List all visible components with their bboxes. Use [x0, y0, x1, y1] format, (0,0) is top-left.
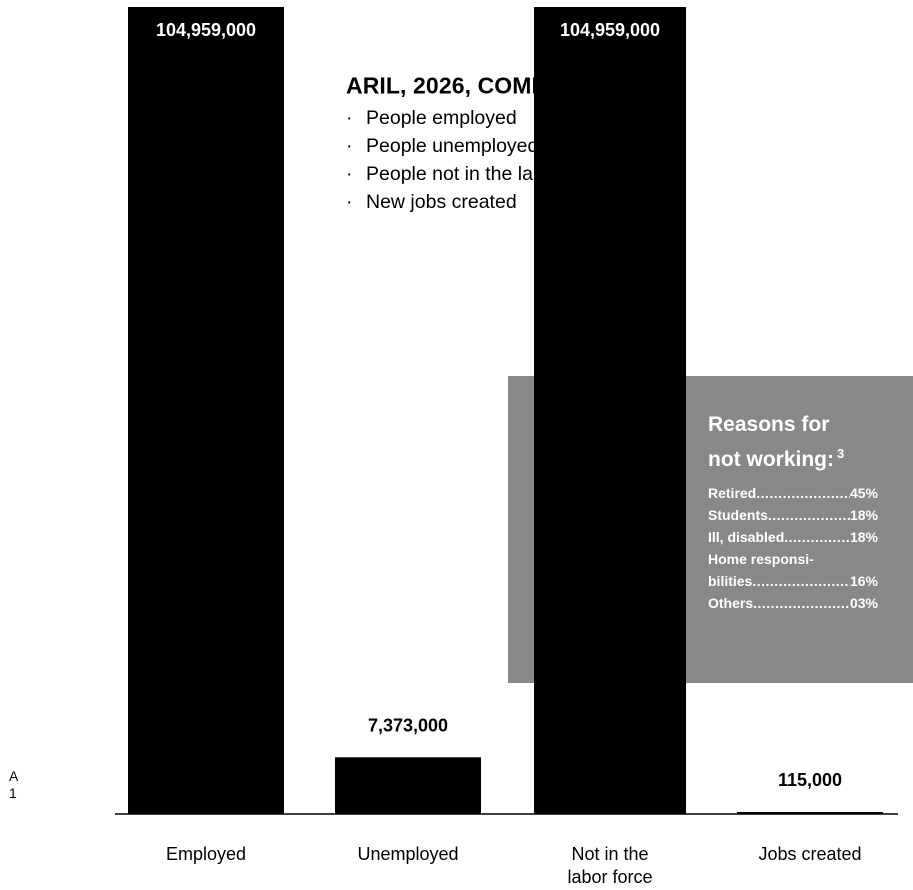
category-label-2: Not in the labor force — [567, 844, 652, 887]
leader-dots — [768, 504, 850, 526]
reason-value: 18% — [849, 507, 878, 523]
reason-value: 16% — [849, 573, 878, 589]
comparisons-item: · New jobs created — [346, 188, 766, 216]
reasons-title-line2: not working: — [708, 448, 834, 471]
reason-label: Home responsi- — [708, 551, 814, 567]
leader-dots — [784, 526, 850, 548]
footnote-letter: A — [9, 768, 19, 784]
reason-label: Retired — [708, 485, 757, 501]
category-label-0: Employed — [166, 844, 246, 864]
comparisons-item-text: People not in the labor force — [366, 162, 610, 185]
comparisons-item-text: New jobs created — [366, 190, 517, 213]
comparisons-item: · People not in the labor force — [346, 160, 766, 188]
comparisons-list: · People employed · People unemployed · Peo… — [346, 104, 766, 216]
bars-group — [128, 7, 883, 814]
reasons-footnote-marker: 3 — [836, 446, 845, 461]
footnote-mark: A 1 — [9, 768, 18, 802]
reason-row-students: Students 18% — [708, 504, 878, 526]
bar-3 — [737, 812, 883, 814]
bar-value-label-3: 115,000 — [778, 770, 842, 790]
leader-dots — [752, 570, 850, 592]
reason-label: Ill, disabled — [708, 529, 785, 545]
reason-row-home-line1: Home responsi- — [708, 548, 878, 570]
reason-value: 03% — [849, 595, 878, 611]
reason-label: bilities — [708, 573, 753, 589]
reason-row-others: Others 03% — [708, 592, 878, 614]
bullet-icon: · — [346, 162, 353, 185]
leader-dots — [756, 482, 850, 504]
comparisons-item-text: People unemployed — [366, 134, 539, 157]
bar-0 — [128, 7, 284, 814]
bar-value-label-2: 104,959,000 — [560, 20, 660, 40]
comparisons-title-text: ARIL, 2026, COMPARISONS — [346, 72, 651, 99]
bullet-icon: · — [346, 190, 353, 213]
bar-value-label-0: 104,959,000 — [156, 20, 256, 40]
reasons-panel: Reasons for not working:3 Retired 45% Stu… — [708, 410, 878, 614]
bar-value-label-1: 7,373,000 — [368, 715, 448, 735]
comparisons-item: · People unemployed — [346, 132, 766, 160]
category-label-3: Jobs created — [758, 844, 861, 864]
reason-row-retired: Retired 45% — [708, 482, 878, 504]
reasons-list: Retired45% Students18% Ill, disabled18% … — [708, 482, 878, 614]
comparisons-item-text: People employed — [366, 106, 517, 129]
value-labels-group: 104,959,000 7,373,000 104,959,000 115,000 — [156, 20, 842, 790]
reason-label: Students — [708, 507, 768, 523]
category-labels-group: Employed Unemployed Not in the labor force J… — [166, 844, 862, 887]
comparisons-footnote-marker: 1 — [653, 72, 662, 88]
reason-value: 45% — [849, 485, 878, 501]
reason-label: Others — [708, 595, 754, 611]
comparisons-item: · People employed — [346, 104, 766, 132]
comparisons-legend: ARIL, 2026, COMPARISONS 1 · People employe… — [346, 72, 766, 216]
leader-dots — [753, 592, 850, 614]
category-label-1: Unemployed — [357, 844, 458, 864]
footnote-number: 1 — [9, 785, 17, 801]
bar-1 — [335, 757, 481, 814]
reasons-title: Reasons for not working: 3 — [708, 410, 878, 474]
bullet-icon: · — [346, 134, 353, 157]
reason-value: 18% — [849, 529, 878, 545]
reason-row-home-line2: bilities 16% — [708, 570, 878, 592]
comparisons-title: ARIL, 2026, COMPARISONS 1 — [346, 72, 766, 100]
reasons-title-line1: Reasons for — [708, 413, 830, 436]
bar-2 — [534, 7, 686, 814]
reason-row-ill-disabled: Ill, disabled 18% — [708, 526, 878, 548]
bullet-icon: · — [346, 106, 353, 129]
